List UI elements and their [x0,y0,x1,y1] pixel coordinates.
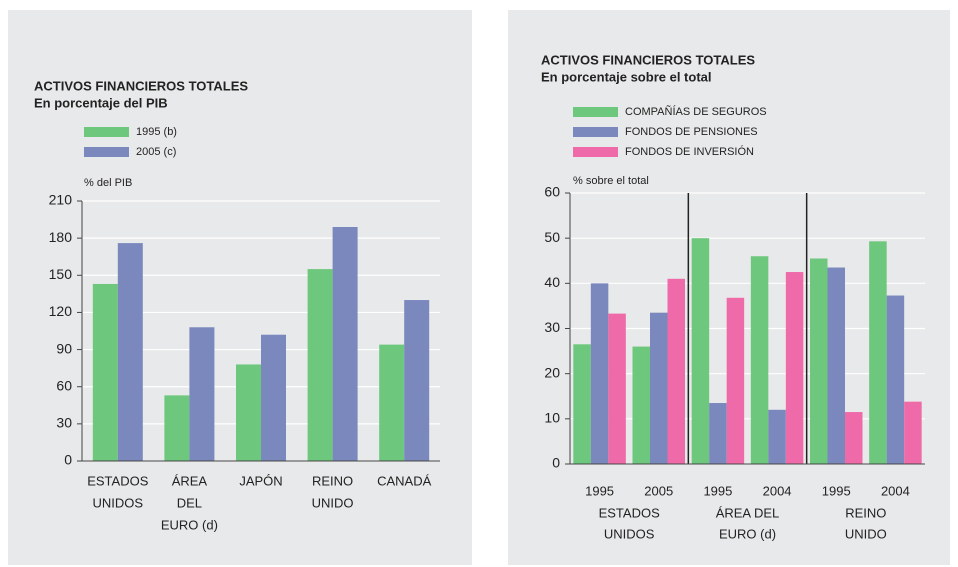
legend-swatch [573,127,618,137]
category-label: ESTADOS [599,505,660,520]
x-tick-label: 1995 [585,483,614,498]
chart-title: ACTIVOS FINANCIEROS TOTALES [34,78,248,93]
legend-label: FONDOS DE INVERSIÓN [625,145,754,158]
chart-subtitle: En porcentaje del PIB [34,95,168,110]
y-tick-label: 60 [544,184,560,200]
axis-label: % sobre el total [573,175,649,187]
category-label: REINO [312,473,353,488]
x-tick-label: 2005 [644,483,673,498]
category-label: REINO [845,505,886,520]
y-tick-label: 10 [544,410,560,426]
bar [869,241,887,464]
category-label: UNIDO [312,495,354,510]
category-label: EURO (d) [719,526,776,541]
x-tick-label: 2004 [763,483,792,498]
bar [92,283,118,461]
y-tick-label: 0 [552,455,560,471]
legend-label: 1995 (b) [136,126,177,138]
category-label: DEL [177,495,202,510]
x-tick-label: 1995 [703,483,732,498]
bar [810,258,828,464]
bar [404,300,430,461]
y-tick-label: 50 [544,229,560,245]
y-tick-label: 0 [64,452,72,468]
legend-swatch [573,107,618,117]
category-label: JAPÓN [239,473,282,488]
bar [709,403,727,464]
y-tick-label: 20 [544,364,560,380]
bar [650,312,668,464]
chart-title: ACTIVOS FINANCIEROS TOTALES [541,52,755,67]
y-tick-label: 150 [49,266,73,282]
bar [608,313,626,464]
bar [379,344,405,461]
bar [117,243,143,461]
y-tick-label: 90 [56,340,72,356]
bar [307,269,333,461]
bar [785,272,804,464]
y-tick-label: 60 [56,377,72,393]
legend-label: 2005 (c) [136,146,176,158]
bar [236,364,261,461]
y-tick-label: 30 [544,319,560,335]
category-label: EURO (d) [161,517,218,532]
legend-label: COMPAÑÍAS DE SEGUROS [625,105,767,118]
bar [261,334,286,461]
bar [750,256,769,464]
bar [726,297,745,464]
y-tick-label: 40 [544,274,560,290]
panel [8,10,472,565]
category-label: UNIDOS [604,526,655,541]
bar [590,283,609,464]
legend-label: FONDOS DE PENSIONES [625,126,758,138]
bar [332,227,358,461]
legend-swatch [84,147,129,157]
axis-label: % del PIB [84,177,132,189]
y-tick-label: 210 [49,192,73,208]
y-tick-label: 30 [56,415,72,431]
category-label: ÁREA DEL [716,505,780,520]
bar [691,238,710,464]
bar [164,395,190,461]
legend-swatch [84,127,129,137]
y-tick-label: 180 [49,229,73,245]
bar [573,344,591,464]
legend-swatch [573,147,618,157]
bar [768,409,786,464]
category-label: UNIDOS [93,495,144,510]
category-label: ESTADOS [87,473,148,488]
x-tick-label: 2004 [881,483,910,498]
bar [886,295,905,464]
bar [632,346,650,464]
bar [189,327,215,461]
y-tick-label: 120 [49,303,73,319]
bar [845,412,863,464]
category-label: UNIDO [845,526,887,541]
category-label: ÁREA [172,473,208,488]
bar [667,278,685,464]
chart-subtitle: En porcentaje sobre el total [541,69,712,84]
category-label: CANADÁ [377,473,432,488]
bar [904,401,922,464]
x-tick-label: 1995 [822,483,851,498]
bar [827,267,845,464]
